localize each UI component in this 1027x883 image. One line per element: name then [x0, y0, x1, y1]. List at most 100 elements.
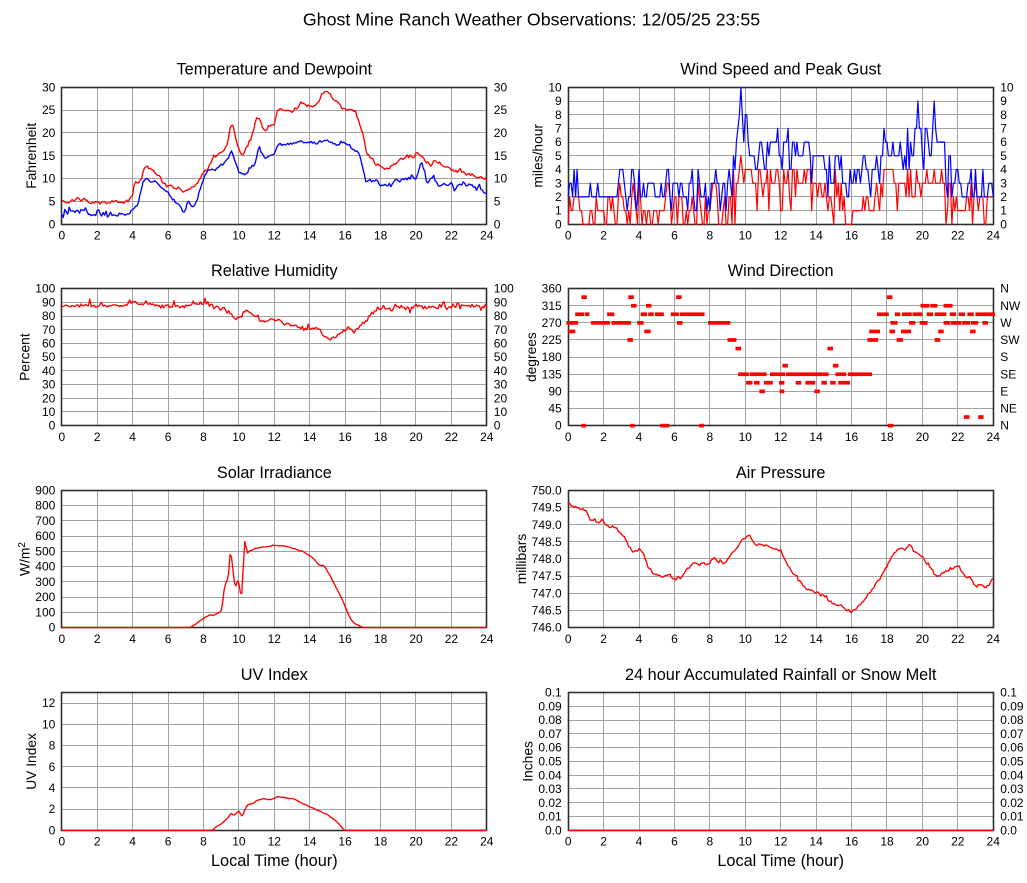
svg-text:0.06: 0.06 [538, 741, 562, 755]
svg-text:4: 4 [129, 229, 136, 243]
svg-text:40: 40 [42, 364, 56, 378]
svg-text:10: 10 [42, 717, 56, 731]
svg-text:2: 2 [1000, 190, 1007, 204]
svg-text:2: 2 [94, 430, 101, 444]
svg-text:22: 22 [951, 229, 965, 243]
svg-text:0: 0 [49, 823, 56, 837]
svg-text:10: 10 [739, 430, 753, 444]
svg-text:300: 300 [35, 575, 55, 589]
svg-text:6: 6 [555, 135, 562, 149]
svg-text:16: 16 [338, 632, 352, 646]
svg-text:6: 6 [165, 229, 172, 243]
svg-text:4: 4 [129, 835, 136, 849]
svg-text:14: 14 [303, 430, 317, 444]
svg-text:14: 14 [303, 835, 317, 849]
svg-text:6: 6 [165, 632, 172, 646]
svg-text:15: 15 [42, 149, 56, 163]
svg-text:UV Index: UV Index [24, 733, 39, 790]
svg-text:0: 0 [58, 430, 65, 444]
svg-text:20: 20 [494, 391, 508, 405]
svg-text:800: 800 [35, 499, 55, 513]
svg-text:748.0: 748.0 [532, 552, 562, 566]
svg-text:746.0: 746.0 [532, 621, 562, 635]
svg-text:80: 80 [494, 309, 508, 323]
svg-text:14: 14 [809, 835, 823, 849]
svg-text:0: 0 [58, 632, 65, 646]
svg-text:315: 315 [542, 299, 562, 313]
svg-text:18: 18 [374, 430, 388, 444]
svg-text:5: 5 [49, 195, 56, 209]
svg-text:100: 100 [35, 282, 55, 296]
svg-text:747.0: 747.0 [532, 586, 562, 600]
svg-text:10: 10 [1000, 80, 1014, 94]
svg-text:20: 20 [409, 229, 423, 243]
svg-text:24: 24 [480, 229, 494, 243]
svg-text:16: 16 [845, 430, 859, 444]
svg-text:0.06: 0.06 [1000, 741, 1024, 755]
svg-text:Wind Direction: Wind Direction [728, 262, 834, 280]
svg-text:16: 16 [338, 229, 352, 243]
svg-text:1: 1 [1000, 204, 1007, 218]
svg-text:22: 22 [951, 835, 965, 849]
svg-text:10: 10 [548, 80, 562, 94]
svg-text:600: 600 [35, 529, 55, 543]
svg-text:0.08: 0.08 [538, 713, 562, 727]
svg-text:Fahrenheit: Fahrenheit [24, 123, 39, 189]
svg-text:7: 7 [1000, 122, 1007, 136]
svg-text:0.0: 0.0 [1000, 823, 1017, 837]
svg-text:24: 24 [987, 632, 1001, 646]
svg-text:4: 4 [1000, 163, 1007, 177]
svg-text:50: 50 [42, 350, 56, 364]
svg-text:750.0: 750.0 [532, 484, 562, 498]
svg-text:8: 8 [707, 835, 714, 849]
svg-text:0.07: 0.07 [1000, 727, 1024, 741]
svg-text:0: 0 [58, 835, 65, 849]
svg-text:4: 4 [636, 430, 643, 444]
svg-text:24: 24 [987, 430, 1001, 444]
svg-text:6: 6 [1000, 135, 1007, 149]
svg-text:Relative Humidity: Relative Humidity [211, 262, 339, 280]
svg-text:748.5: 748.5 [532, 535, 562, 549]
svg-text:24: 24 [987, 835, 1001, 849]
svg-text:22: 22 [951, 632, 965, 646]
svg-text:10: 10 [42, 172, 56, 186]
svg-text:S: S [1000, 350, 1008, 364]
svg-text:14: 14 [809, 632, 823, 646]
svg-text:0: 0 [49, 621, 56, 635]
svg-text:5: 5 [555, 149, 562, 163]
svg-text:10: 10 [739, 229, 753, 243]
svg-text:Solar Irradiance: Solar Irradiance [217, 464, 332, 482]
svg-text:18: 18 [880, 430, 894, 444]
svg-text:10: 10 [739, 632, 753, 646]
svg-text:0.01: 0.01 [1000, 810, 1024, 824]
svg-text:9: 9 [1000, 94, 1007, 108]
svg-text:4: 4 [129, 632, 136, 646]
svg-text:90: 90 [548, 385, 562, 399]
svg-text:0.02: 0.02 [1000, 796, 1024, 810]
svg-text:6: 6 [165, 430, 172, 444]
svg-text:0: 0 [494, 217, 501, 231]
svg-text:24: 24 [480, 835, 494, 849]
svg-text:10: 10 [232, 430, 246, 444]
svg-text:8: 8 [555, 108, 562, 122]
svg-text:12: 12 [774, 835, 788, 849]
svg-text:22: 22 [445, 430, 459, 444]
svg-text:7: 7 [555, 122, 562, 136]
svg-text:0.1: 0.1 [1000, 686, 1017, 700]
svg-text:360: 360 [542, 282, 562, 296]
svg-text:20: 20 [42, 391, 56, 405]
svg-text:20: 20 [409, 835, 423, 849]
svg-text:10: 10 [42, 405, 56, 419]
svg-text:180: 180 [542, 350, 562, 364]
svg-text:8: 8 [49, 739, 56, 753]
svg-text:0.05: 0.05 [538, 755, 562, 769]
svg-text:Air Pressure: Air Pressure [736, 464, 826, 482]
svg-text:6: 6 [49, 760, 56, 774]
svg-text:25: 25 [42, 103, 56, 117]
svg-text:8: 8 [200, 835, 207, 849]
svg-text:0.09: 0.09 [1000, 699, 1024, 713]
svg-text:400: 400 [35, 560, 55, 574]
svg-text:9: 9 [555, 94, 562, 108]
svg-text:3: 3 [1000, 176, 1007, 190]
svg-text:80: 80 [42, 309, 56, 323]
